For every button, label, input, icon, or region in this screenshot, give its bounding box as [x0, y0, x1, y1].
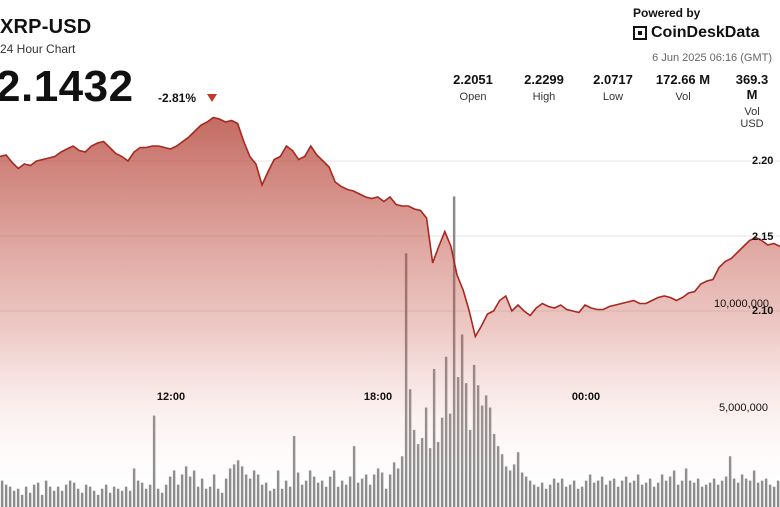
stat-vol: 172.66 M Vol [656, 72, 710, 103]
stat-value: 369.3 M [735, 72, 769, 102]
volume-tick: 10,000,000 [714, 298, 770, 310]
price-tick: 2.20 [752, 155, 774, 167]
stat-open: 2.2051 Open [453, 72, 493, 103]
stat-label: Low [602, 91, 624, 103]
volume-tick: 5,000,000 [719, 402, 768, 414]
stat-label: High [532, 91, 556, 103]
down-arrow-icon [207, 94, 217, 102]
stat-high: 2.2299 High [524, 72, 564, 103]
page-title: XRP-USD [0, 16, 92, 38]
price-tick: 2.10 [752, 305, 774, 317]
coindesk-icon [633, 26, 647, 40]
x-tick: 18:00 [363, 391, 393, 403]
stat-vol-usd: 369.3 M Vol USD [736, 72, 769, 130]
stat-low: 2.0717 Low [593, 72, 633, 103]
price-line [0, 116, 780, 339]
chart-subtitle: 24 Hour Chart [0, 42, 76, 56]
stat-label: Open [459, 91, 487, 103]
stat-label: Vol [675, 91, 691, 103]
brand-name: CoinDeskData [651, 24, 760, 41]
stat-value: 2.2299 [524, 72, 564, 87]
price-change: -2.81% [158, 91, 197, 105]
current-price: 2.1432 [0, 62, 134, 111]
x-tick: 00:00 [571, 391, 601, 403]
powered-by-label: Powered by [633, 6, 701, 20]
price-area [0, 116, 780, 507]
price-area-fill [0, 117, 780, 507]
stat-value: 172.66 M [655, 72, 711, 87]
stat-value: 2.0717 [593, 72, 633, 87]
price-tick: 2.15 [752, 231, 774, 243]
timestamp: 6 Jun 2025 06:16 (GMT) [652, 52, 772, 64]
brand-logo: CoinDeskData [633, 24, 759, 42]
stat-value: 2.2051 [453, 72, 493, 87]
x-tick: 12:00 [156, 391, 186, 403]
stat-label: Vol USD [740, 106, 764, 130]
